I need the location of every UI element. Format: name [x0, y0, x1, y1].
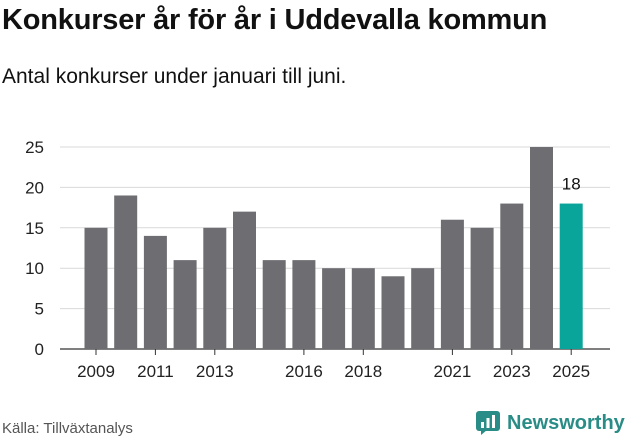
bar-2013 [203, 227, 227, 349]
bar-2015 [262, 260, 286, 349]
bar-2017 [322, 268, 346, 349]
bar-2019 [381, 276, 405, 349]
bar-2023 [500, 203, 524, 349]
bar-2009 [84, 227, 108, 349]
bar-2014 [233, 211, 256, 349]
bar-2018 [351, 268, 375, 349]
chart-title: Konkurser år för år i Uddevalla kommun [2, 4, 548, 36]
bar-2020 [411, 268, 435, 349]
bar-2022 [470, 227, 494, 349]
bar-2024 [530, 147, 553, 349]
bar-2011 [143, 235, 167, 349]
bar-2012 [173, 260, 197, 349]
bar-2016 [292, 260, 316, 349]
y-tick-label: 10 [25, 259, 44, 278]
x-tick-label: 2025 [552, 362, 590, 381]
y-tick-label: 0 [35, 340, 44, 359]
x-tick-label: 2013 [196, 362, 234, 381]
chart-subtitle: Antal konkurser under januari till juni. [2, 65, 347, 88]
bar-2010 [114, 195, 138, 349]
brand-name: Newsworthy [507, 411, 625, 434]
x-axis-tick-labels: 2009 2011 2013 2016 2018 2021 2023 2025 [77, 349, 590, 381]
x-tick-label: 2011 [137, 362, 174, 381]
y-tick-label: 20 [25, 178, 44, 197]
newsworthy-logo-icon [476, 411, 500, 435]
data-labels: 18 [562, 175, 581, 194]
y-tick-label: 25 [25, 138, 44, 157]
x-tick-label: 2021 [433, 362, 471, 381]
source-note: Källa: Tillväxtanalys [2, 420, 133, 437]
data-label-2025: 18 [562, 175, 581, 194]
bars [84, 147, 583, 349]
x-tick-label: 2018 [344, 362, 382, 381]
x-tick-label: 2009 [77, 362, 115, 381]
bar-2025 [559, 203, 583, 349]
bar-2021 [440, 219, 464, 349]
y-tick-label: 15 [25, 219, 44, 238]
x-tick-label: 2016 [285, 362, 323, 381]
newsworthy-logo: Newsworthy [475, 407, 625, 439]
y-axis-tick-labels: 0 5 10 15 20 25 [25, 138, 44, 359]
y-tick-label: 5 [35, 300, 44, 319]
x-tick-label: 2023 [493, 362, 531, 381]
